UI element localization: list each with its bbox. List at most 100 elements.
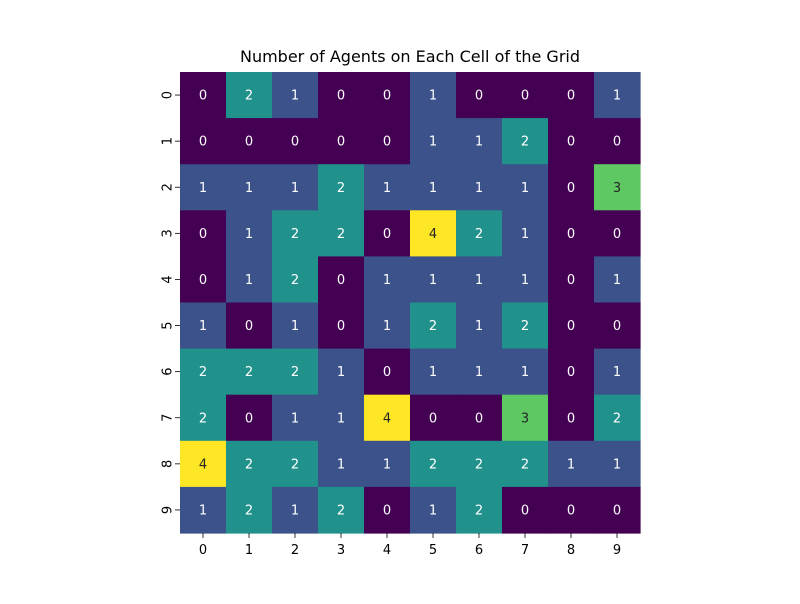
y-tick-label-0: 0	[161, 91, 176, 99]
heatmap-cell-5-6	[456, 302, 503, 350]
cell-value-label-8-7: 2	[521, 457, 529, 472]
cell-value-label-6-8: 0	[567, 365, 575, 380]
y-tick-label-7: 7	[161, 414, 176, 422]
cell-value-label-5-9: 0	[613, 319, 621, 334]
heatmap-cell-1-2	[272, 118, 319, 165]
cell-value-label-9-5: 1	[429, 503, 437, 518]
heatmap-cell-0-6	[456, 72, 503, 119]
cell-value-label-6-6: 1	[475, 365, 483, 380]
heatmap-cell-0-0	[180, 72, 227, 119]
cell-value-label-3-3: 2	[337, 227, 345, 242]
heatmap-cell-5-0	[180, 302, 227, 350]
heatmap-cell-7-4	[364, 394, 411, 442]
cell-value-label-7-4: 4	[383, 411, 391, 426]
heatmap-cell-9-5	[410, 486, 457, 534]
heatmap-cell-2-3	[318, 164, 365, 211]
heatmap-axes: 0 1 2 3 4 5 6 7 8 9 0 1 2 3 4 5 6 7 8 9	[161, 91, 622, 558]
cell-value-label-4-3: 0	[337, 273, 345, 288]
heatmap-annotations: 0 2 1 0 0 1 0 0 0 1 0 0 0 0 0 1 1 2 0 0 1 1 1 2 1 1 1 1 0 3 0 1 2 2 0 4 2 1 0 0…	[199, 89, 621, 519]
cell-value-label-3-1: 1	[245, 227, 253, 242]
heatmap-cell-9-4	[364, 486, 411, 534]
heatmap-cell-9-3	[318, 486, 365, 534]
cell-value-label-7-6: 0	[475, 411, 483, 426]
cell-value-label-0-1: 2	[245, 89, 253, 104]
heatmap-cell-4-3	[318, 256, 365, 304]
cell-value-label-5-3: 0	[337, 319, 345, 334]
heatmap-cell-4-6	[456, 256, 503, 304]
cell-value-label-8-6: 2	[475, 457, 483, 472]
heatmap-cell-2-8	[548, 164, 595, 211]
cell-value-label-7-5: 0	[429, 411, 437, 426]
heatmap-cell-6-6	[456, 348, 503, 396]
cell-value-label-1-9: 0	[613, 135, 621, 150]
heatmap-cell-9-6	[456, 486, 503, 534]
heatmap-cell-2-1	[226, 164, 273, 211]
heatmap-cell-3-8	[548, 210, 595, 257]
cell-value-label-7-1: 0	[245, 411, 253, 426]
cell-value-label-4-7: 1	[521, 273, 529, 288]
heatmap-cell-6-5	[410, 348, 457, 396]
heatmap-cell-7-9	[594, 394, 641, 442]
heatmap-cell-1-8	[548, 118, 595, 165]
heatmap-cell-1-5	[410, 118, 457, 165]
cell-value-label-5-4: 1	[383, 319, 391, 334]
heatmap-cell-5-7	[502, 302, 549, 350]
cell-value-label-4-1: 1	[245, 273, 253, 288]
cell-value-label-8-9: 1	[613, 457, 621, 472]
cell-value-label-7-2: 1	[291, 411, 299, 426]
heatmap-cell-3-9	[594, 210, 641, 257]
cell-value-label-8-2: 2	[291, 457, 299, 472]
heatmap-cell-6-3	[318, 348, 365, 396]
cell-value-label-1-8: 0	[567, 135, 575, 150]
heatmap-cell-9-2	[272, 486, 319, 534]
heatmap-cell-5-1	[226, 302, 273, 350]
cell-value-label-9-7: 0	[521, 503, 529, 518]
cell-value-label-5-6: 1	[475, 319, 483, 334]
cell-value-label-5-7: 2	[521, 319, 529, 334]
cell-value-label-8-8: 1	[567, 457, 575, 472]
cell-value-label-6-0: 2	[199, 365, 207, 380]
cell-value-label-8-5: 2	[429, 457, 437, 472]
cell-value-label-1-6: 1	[475, 135, 483, 150]
heatmap-cell-0-1	[226, 72, 273, 119]
cell-value-label-0-9: 1	[613, 89, 621, 104]
cell-value-label-0-0: 0	[199, 89, 207, 104]
heatmap-cell-1-0	[180, 118, 227, 165]
cell-value-label-9-3: 2	[337, 503, 345, 518]
cell-value-label-6-4: 0	[383, 365, 391, 380]
heatmap-cell-6-0	[180, 348, 227, 396]
heatmap-cell-5-8	[548, 302, 595, 350]
cell-value-label-0-8: 0	[567, 89, 575, 104]
heatmap-cells	[180, 72, 641, 534]
cell-value-label-3-2: 2	[291, 227, 299, 242]
x-tick-label-4: 4	[383, 543, 391, 558]
heatmap-cell-3-3	[318, 210, 365, 257]
heatmap-cell-7-2	[272, 394, 319, 442]
x-tick-label-1: 1	[245, 543, 253, 558]
heatmap-cell-7-7	[502, 394, 549, 442]
cell-value-label-0-4: 0	[383, 89, 391, 104]
heatmap-cell-0-3	[318, 72, 365, 119]
y-tick-label-8: 8	[161, 460, 176, 468]
heatmap-cell-1-6	[456, 118, 503, 165]
heatmap-cell-2-9	[594, 164, 641, 211]
heatmap-cell-8-6	[456, 440, 503, 488]
cell-value-label-0-3: 0	[337, 89, 345, 104]
cell-value-label-3-8: 0	[567, 227, 575, 242]
cell-value-label-6-3: 1	[337, 365, 345, 380]
cell-value-label-1-5: 1	[429, 135, 437, 150]
y-tick-label-2: 2	[161, 183, 176, 191]
heatmap-cell-8-7	[502, 440, 549, 488]
cell-value-label-7-0: 2	[199, 411, 207, 426]
heatmap-cell-6-4	[364, 348, 411, 396]
cell-value-label-1-2: 0	[291, 135, 299, 150]
heatmap-cell-1-9	[594, 118, 641, 165]
heatmap-cell-5-4	[364, 302, 411, 350]
cell-value-label-7-3: 1	[337, 411, 345, 426]
cell-value-label-6-1: 2	[245, 365, 253, 380]
heatmap-cell-9-8	[548, 486, 595, 534]
heatmap-cell-4-2	[272, 256, 319, 304]
heatmap-cell-0-9	[594, 72, 641, 119]
heatmap-cell-8-5	[410, 440, 457, 488]
cell-value-label-5-0: 1	[199, 319, 207, 334]
